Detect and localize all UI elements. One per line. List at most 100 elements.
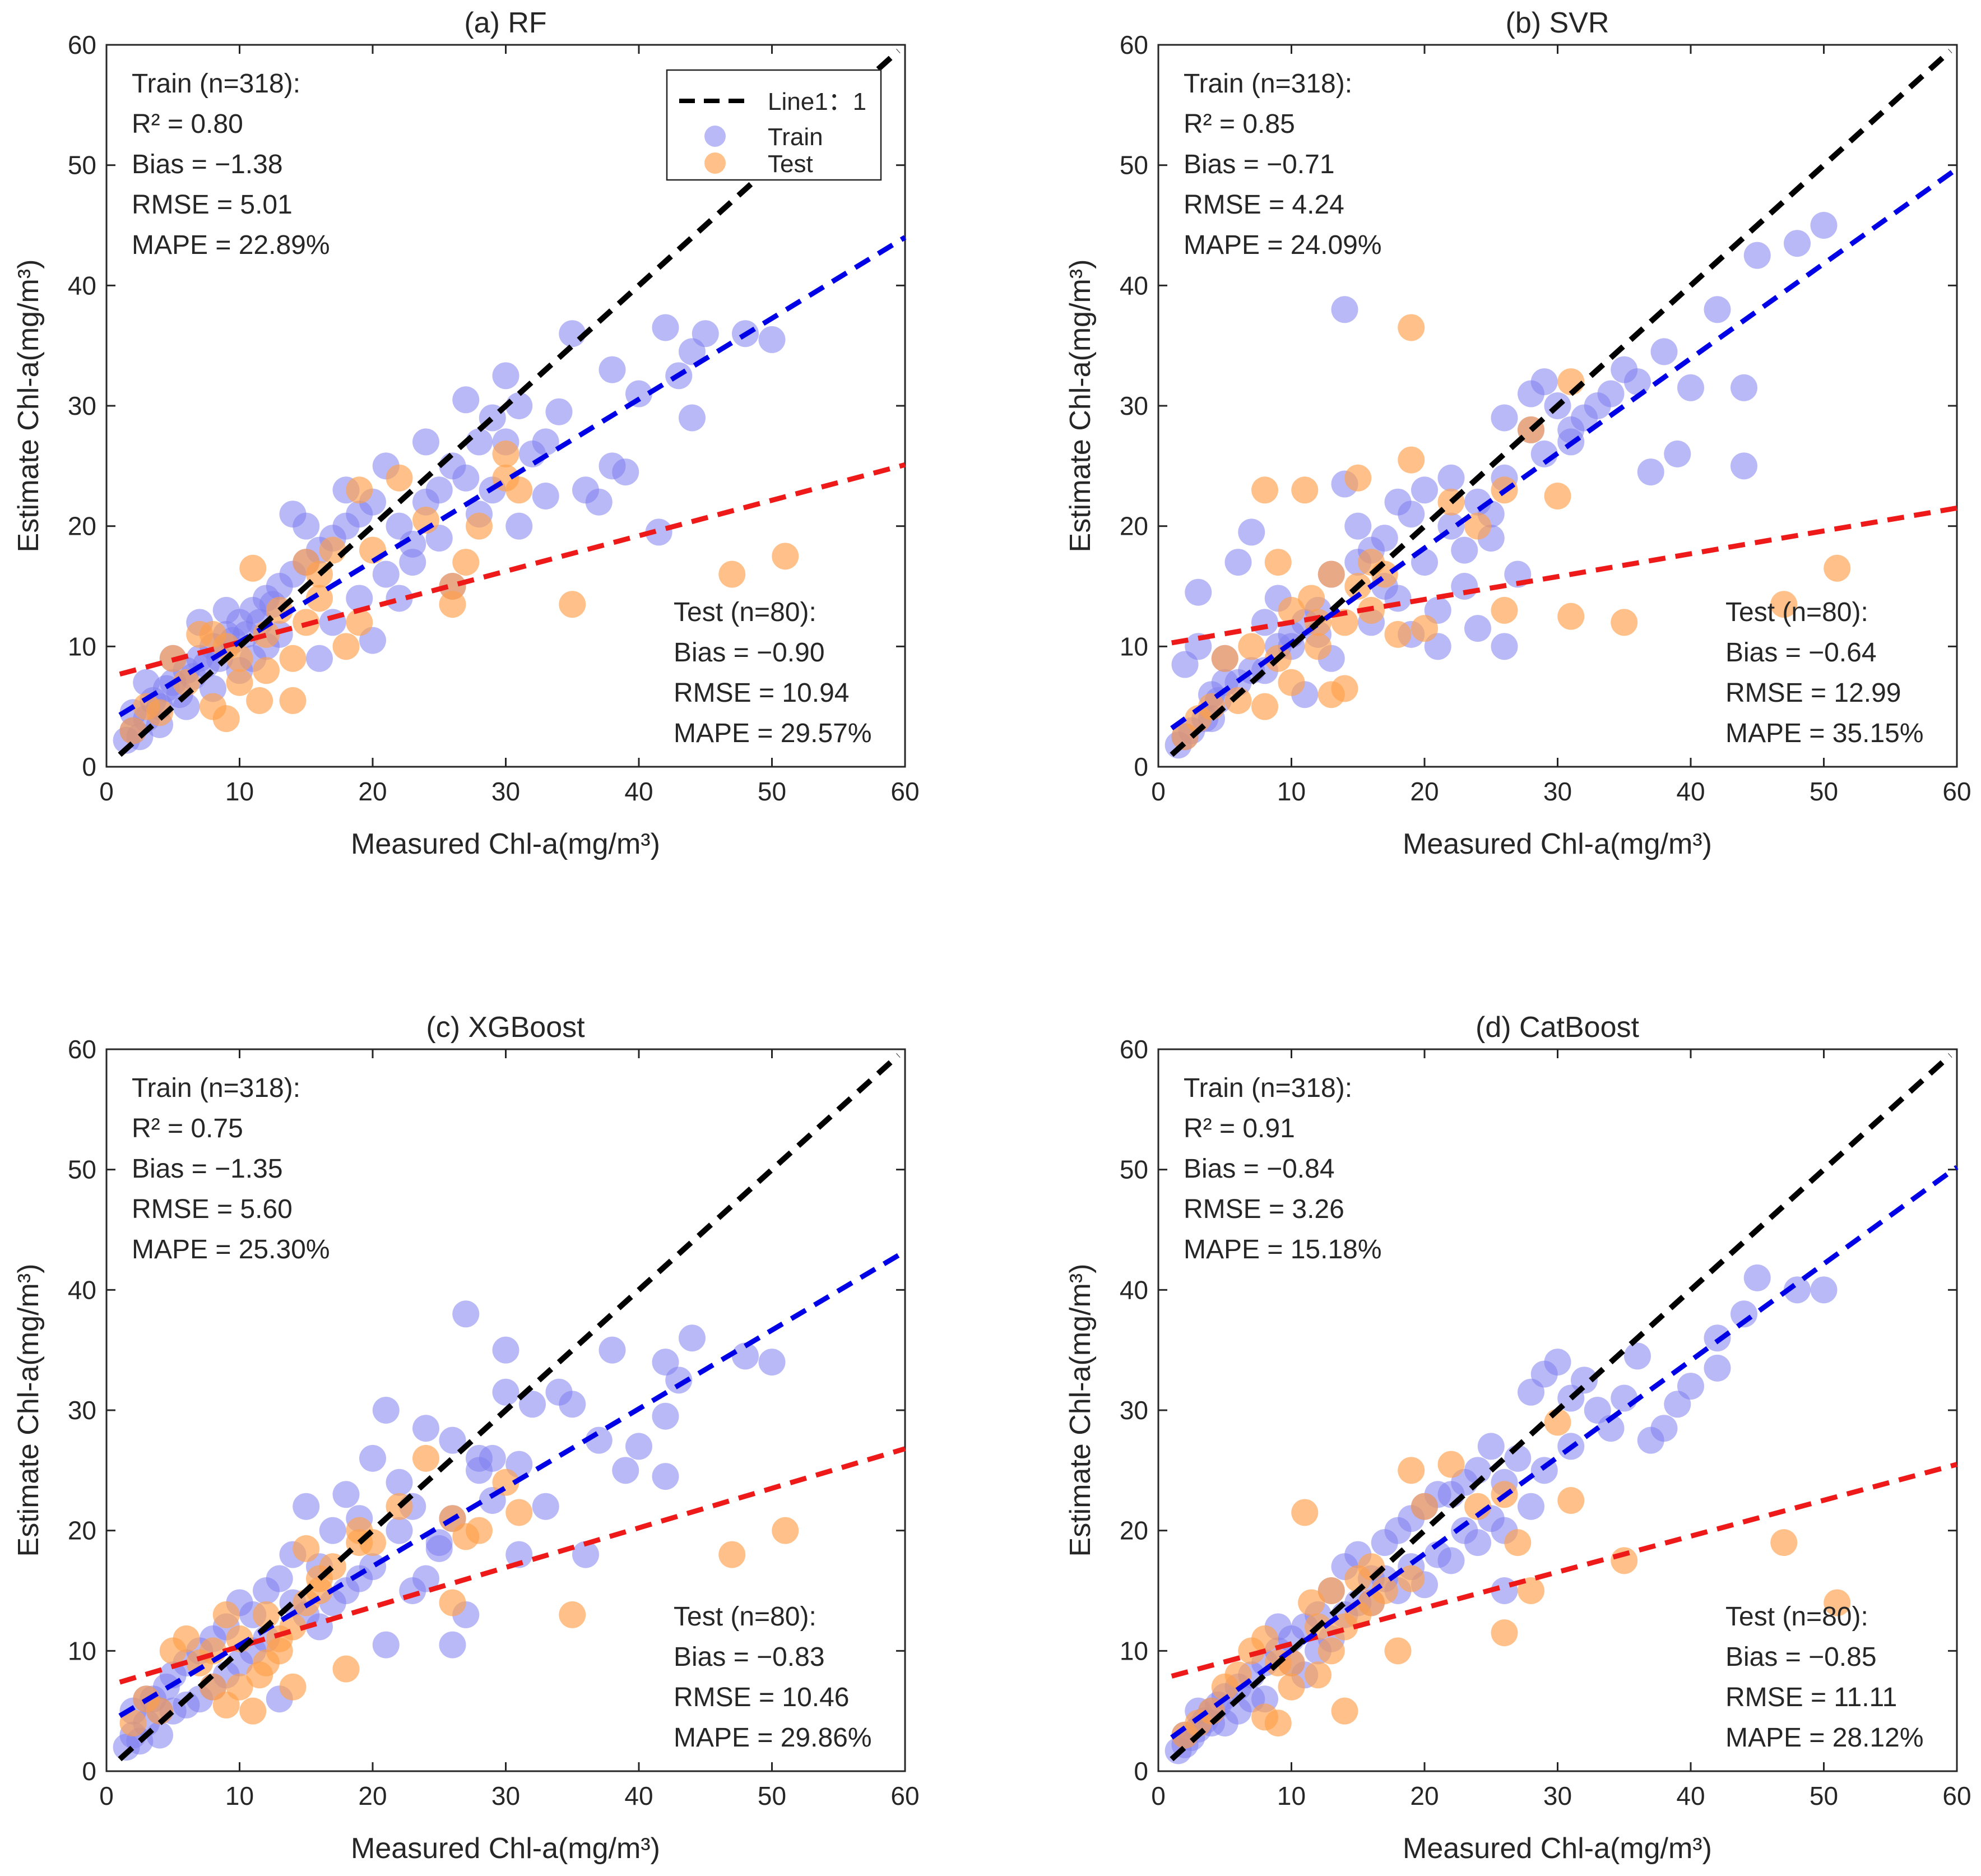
train-point [1743,1264,1771,1291]
x-tick-label: 10 [1277,1781,1306,1810]
test-point [306,585,333,612]
y-axis-label: Estimate Chl-a(mg/m³) [12,260,45,553]
test-point [246,687,273,714]
train-point [492,1336,519,1364]
test-point [253,657,280,684]
train-point [466,1444,493,1472]
train-point [439,1631,466,1659]
test-point [1211,645,1238,672]
test-point [559,1601,586,1628]
test-point [1770,1529,1798,1557]
x-tick-label: 20 [1410,777,1439,806]
test-point [119,717,147,744]
train-point [1411,476,1438,504]
test-point [306,1577,333,1604]
train-point [599,452,626,480]
train-point [1238,518,1265,546]
train-point [1677,374,1704,401]
y-tick-label: 20 [68,1516,96,1545]
y-tick-label: 30 [1120,1396,1148,1425]
train-point [452,386,480,414]
y-tick-label: 20 [1120,512,1148,541]
test-point [1557,603,1585,630]
train-point [665,1367,693,1394]
y-tick-label: 50 [68,1155,96,1184]
test-point [1491,596,1518,624]
train-point [1171,651,1199,678]
x-tick-label: 40 [1676,777,1705,806]
x-tick-label: 30 [1543,777,1572,806]
test-point [559,591,586,618]
x-tick-label: 20 [1410,1781,1439,1810]
test-point [439,573,466,600]
train-bias: Bias = −0.71 [1184,150,1335,179]
train-point [226,1649,253,1676]
train-point [1491,633,1518,660]
x-tick-label: 40 [1676,1781,1705,1810]
train-stats: Train (n=318): R² = 0.75 Bias = −1.35 RM… [132,1073,330,1264]
test-stats: Test (n=80): Bias = −0.64 RMSE = 12.99 M… [1725,597,1924,748]
train-point [346,585,373,612]
x-tick-label: 40 [624,1781,653,1810]
train-point [386,585,413,612]
test-point [1278,1673,1305,1701]
test-point [1491,1619,1518,1647]
train-point [372,1631,400,1659]
test-point [1317,1577,1345,1604]
test-point [412,1444,439,1472]
train-point [1731,452,1757,480]
x-tick-label: 30 [1543,1781,1572,1810]
train-point [1451,573,1478,600]
x-axis-label: Measured Chl-a(mg/m³) [351,1832,660,1865]
test-point [1824,554,1851,582]
train-fit-line [118,1249,907,1718]
train-point [652,1463,679,1490]
panel-rf: 0 10 20 30 40 50 60 0 10 20 30 40 50 60 (a) RF Measur… [12,7,920,860]
train-point [279,501,307,528]
test-point [173,669,200,696]
y-tick-label: 40 [1120,1275,1148,1304]
legend-identity-label: Line1：1 [768,88,866,115]
train-fit-line [118,235,907,717]
train-point [412,1415,439,1442]
test-point [1611,1547,1638,1574]
train-mape: MAPE = 22.89% [132,230,330,260]
panel-title: (d) CatBoost [1476,1011,1639,1044]
train-point [1677,1373,1704,1400]
test-stats: Test (n=80): Bias = −0.90 RMSE = 10.94 M… [674,597,872,748]
train-point [1664,440,1691,467]
test-mape: MAPE = 28.12% [1725,1723,1924,1753]
train-r2: R² = 0.85 [1184,109,1295,139]
test-mape: MAPE = 29.86% [674,1723,872,1753]
test-point [1238,633,1265,660]
test-point [119,1710,147,1737]
test-rmse: RMSE = 10.46 [674,1683,850,1712]
train-point [1344,512,1372,540]
test-mape: MAPE = 29.57% [674,719,872,748]
train-point [1597,380,1625,407]
train-point [1464,488,1491,516]
test-point [253,1601,280,1628]
test-point [1824,1589,1851,1616]
x-tick-label: 0 [1151,777,1166,806]
test-point [332,1655,360,1683]
panel-title: (a) RF [464,7,546,39]
test-point [1224,687,1252,714]
train-point [679,1324,706,1352]
train-point [559,1391,586,1418]
x-axis-label: Measured Chl-a(mg/m³) [1403,828,1712,860]
train-r2: R² = 0.75 [132,1114,243,1143]
train-point [585,488,613,516]
test-stats-header: Test (n=80): [674,597,816,627]
train-point [492,1378,519,1406]
test-point [1305,1661,1332,1689]
train-point [572,1541,599,1568]
y-tick-label: 60 [68,30,96,59]
y-tick-label: 0 [82,752,96,781]
train-point [359,1553,386,1581]
train-point [532,1493,559,1520]
train-point [532,483,559,509]
test-stats-header: Test (n=80): [674,1602,816,1632]
train-rmse: RMSE = 4.24 [1184,190,1344,220]
test-point [1264,1710,1292,1737]
